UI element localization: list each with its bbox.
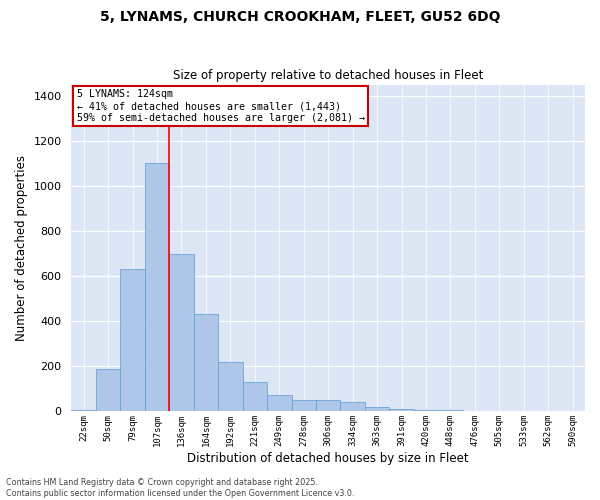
Title: Size of property relative to detached houses in Fleet: Size of property relative to detached ho… [173,69,484,82]
Bar [218,362,242,412]
Text: 5 LYNAMS: 124sqm
← 41% of detached houses are smaller (1,443)
59% of semi-detach: 5 LYNAMS: 124sqm ← 41% of detached house… [77,90,365,122]
X-axis label: Distribution of detached houses by size in Fleet: Distribution of detached houses by size … [187,452,469,465]
Bar [316,400,340,411]
Y-axis label: Number of detached properties: Number of detached properties [15,155,28,341]
Bar [121,270,145,412]
Bar [414,410,438,412]
Bar [145,164,169,412]
Bar [267,394,292,411]
Bar [169,254,194,412]
Bar [71,410,96,412]
Bar [194,314,218,412]
Bar [242,382,267,412]
Text: 5, LYNAMS, CHURCH CROOKHAM, FLEET, GU52 6DQ: 5, LYNAMS, CHURCH CROOKHAM, FLEET, GU52 … [100,10,500,24]
Bar [292,400,316,411]
Bar [365,407,389,412]
Bar [389,409,414,412]
Text: Contains HM Land Registry data © Crown copyright and database right 2025.
Contai: Contains HM Land Registry data © Crown c… [6,478,355,498]
Bar [438,410,463,412]
Bar [340,402,365,411]
Bar [96,368,121,412]
